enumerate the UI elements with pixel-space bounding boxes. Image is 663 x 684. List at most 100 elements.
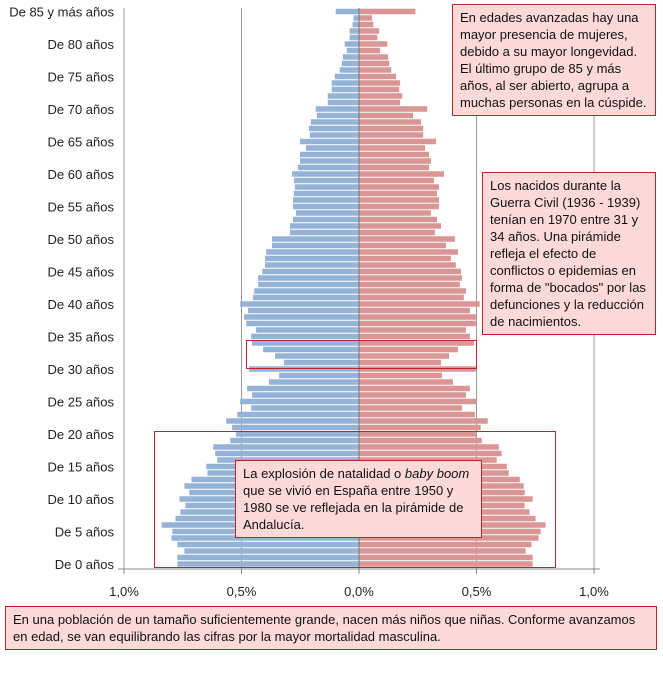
bar-right bbox=[359, 28, 380, 34]
bar-left bbox=[240, 398, 359, 405]
y-tick-label: De 75 años bbox=[48, 70, 115, 85]
y-tick-label: De 35 años bbox=[48, 330, 115, 345]
bar-left bbox=[265, 255, 359, 262]
bar-right bbox=[359, 67, 392, 73]
bar-right bbox=[359, 15, 373, 21]
bar-left bbox=[265, 262, 359, 268]
bar-right bbox=[359, 216, 438, 223]
bar-right bbox=[359, 60, 390, 67]
bar-left bbox=[246, 320, 359, 327]
bar-right bbox=[359, 119, 422, 125]
y-tick-label: De 55 años bbox=[48, 200, 115, 215]
x-tick-label: 1,0% bbox=[109, 584, 139, 599]
annotation-old-age: En edades avanzadas hay una mayor presen… bbox=[452, 4, 656, 116]
bar-left bbox=[293, 177, 359, 184]
bar-right bbox=[359, 346, 458, 353]
bar-left bbox=[305, 145, 359, 151]
bar-left bbox=[249, 366, 359, 372]
bar-left bbox=[292, 216, 359, 223]
bar-right bbox=[359, 210, 431, 216]
bar-left bbox=[327, 99, 359, 106]
bar-right bbox=[359, 398, 477, 405]
bar-right bbox=[359, 106, 428, 112]
bar-left bbox=[272, 236, 359, 242]
bar-left bbox=[266, 249, 359, 255]
bar-left bbox=[215, 450, 359, 457]
bar-right bbox=[359, 431, 476, 437]
bar-right bbox=[359, 372, 442, 379]
bar-right bbox=[359, 184, 439, 190]
bar-left bbox=[316, 112, 359, 119]
bar-left bbox=[309, 132, 359, 138]
bar-right bbox=[359, 268, 461, 275]
bar-right bbox=[359, 379, 453, 385]
bar-right bbox=[359, 47, 381, 54]
bar-left bbox=[292, 171, 359, 177]
bar-left bbox=[258, 275, 359, 281]
x-tick-label: 1,0% bbox=[579, 584, 609, 599]
bar-left bbox=[247, 385, 359, 392]
bar-left bbox=[341, 60, 359, 67]
bar-right bbox=[359, 327, 466, 333]
bar-left bbox=[297, 164, 359, 171]
bar-left bbox=[300, 151, 359, 158]
bar-right bbox=[359, 171, 445, 177]
x-tick-label: 0,5% bbox=[227, 584, 257, 599]
bar-right bbox=[359, 405, 462, 411]
bar-left bbox=[184, 548, 359, 554]
bar-right bbox=[359, 242, 446, 249]
bar-left bbox=[275, 353, 359, 359]
bar-left bbox=[230, 437, 359, 444]
y-tick-label: De 65 años bbox=[48, 135, 115, 150]
bar-left bbox=[315, 106, 359, 112]
bar-left bbox=[263, 346, 359, 353]
bar-right bbox=[359, 411, 475, 418]
y-tick-label: De 0 años bbox=[55, 557, 115, 572]
bar-right bbox=[359, 548, 526, 554]
bar-right bbox=[359, 340, 474, 346]
bar-left bbox=[248, 307, 359, 314]
bar-left bbox=[331, 80, 359, 86]
annotation-baby-boom: La explosión de natalidad o baby boom qu… bbox=[235, 460, 482, 538]
bar-right bbox=[359, 197, 439, 203]
bar-right bbox=[359, 554, 533, 561]
bar-right bbox=[359, 249, 458, 255]
bar-right bbox=[359, 288, 466, 294]
bar-right bbox=[359, 281, 460, 288]
bar-right bbox=[359, 255, 451, 262]
bar-right bbox=[359, 190, 438, 197]
bar-left bbox=[240, 301, 359, 307]
bar-left bbox=[258, 281, 359, 288]
bar-right bbox=[359, 34, 378, 41]
bar-left bbox=[308, 125, 359, 132]
bar-left bbox=[296, 210, 359, 216]
bar-left bbox=[289, 229, 359, 236]
y-tick-label: De 40 años bbox=[48, 297, 115, 312]
bar-left bbox=[171, 535, 359, 541]
bar-right bbox=[359, 444, 499, 450]
bar-right bbox=[359, 301, 480, 307]
bar-right bbox=[359, 223, 442, 229]
bar-right bbox=[359, 307, 470, 314]
bar-right bbox=[359, 145, 426, 151]
y-tick-label: De 45 años bbox=[48, 265, 115, 280]
bar-left bbox=[268, 379, 359, 385]
bar-left bbox=[279, 372, 359, 379]
bar-right bbox=[359, 262, 456, 268]
bar-right bbox=[359, 164, 430, 171]
bar-right bbox=[359, 99, 401, 106]
y-tick-label: De 85 y más años bbox=[9, 5, 114, 20]
y-tick-label: De 30 años bbox=[48, 362, 115, 377]
bar-left bbox=[254, 288, 359, 294]
bar-right bbox=[359, 8, 416, 15]
bar-right bbox=[359, 450, 502, 457]
annotation-births: En una población de un tamaño suficiente… bbox=[5, 606, 657, 650]
bar-right bbox=[359, 359, 442, 366]
bar-right bbox=[359, 112, 414, 119]
bar-right bbox=[359, 541, 532, 548]
y-tick-label: De 15 años bbox=[48, 460, 115, 475]
bar-left bbox=[236, 431, 359, 437]
bar-left bbox=[213, 444, 359, 450]
bar-left bbox=[284, 359, 359, 366]
bar-right bbox=[359, 275, 462, 281]
